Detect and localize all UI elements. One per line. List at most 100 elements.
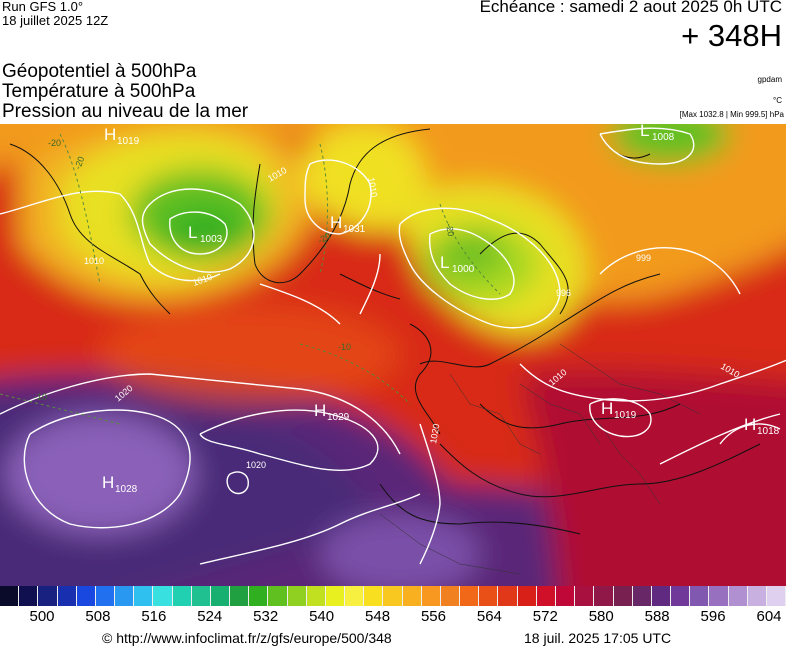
color-scale-tick: 580 (588, 608, 614, 625)
color-swatch (230, 586, 250, 606)
color-scale-tick: 588 (644, 608, 670, 625)
color-swatch (671, 586, 691, 606)
color-swatch (268, 586, 288, 606)
unit-temperature: °C (773, 96, 782, 105)
color-swatch (134, 586, 154, 606)
color-scale-tick: 516 (141, 608, 167, 625)
color-swatch (613, 586, 633, 606)
color-swatch (325, 586, 346, 606)
low-center: L 1003 (188, 223, 223, 245)
pressure-center-type: H (330, 213, 342, 232)
isotherm-label: -20 (444, 223, 456, 238)
forecast-horizon: + 348H (681, 18, 782, 53)
isotherm-label: -10 (34, 392, 47, 402)
high-center: H 1031 (330, 213, 366, 235)
color-scale-tick: 564 (476, 608, 502, 625)
color-swatch (383, 586, 403, 606)
color-swatch (191, 586, 211, 606)
color-swatch (594, 586, 614, 606)
color-swatch (95, 586, 116, 606)
color-swatch (38, 586, 58, 606)
color-scale-tick: 604 (756, 608, 782, 625)
color-swatch (57, 586, 77, 606)
color-scale-tick: 572 (532, 608, 558, 625)
isotherm-label: -10 (338, 342, 351, 352)
color-swatch (632, 586, 652, 606)
color-swatch (364, 586, 384, 606)
color-swatch (345, 586, 365, 606)
pressure-center-value: 1028 (115, 484, 138, 495)
color-swatch (306, 586, 326, 606)
color-swatch (479, 586, 499, 606)
color-swatch (709, 586, 729, 606)
color-scale-tick: 500 (29, 608, 55, 625)
isobar-label: 1020 (246, 460, 266, 470)
pressure-center-value: 1029 (327, 412, 350, 423)
unit-geopotential: gpdam (757, 75, 782, 84)
pressure-center-type: L (640, 124, 649, 140)
run-model: Run GFS 1.0° (2, 0, 84, 14)
color-swatch (153, 586, 173, 606)
pressure-center-type: H (102, 473, 114, 492)
high-center: H 1029 (314, 401, 350, 423)
color-swatch (747, 586, 767, 606)
pressure-center-value: 1003 (200, 234, 223, 245)
color-swatch (766, 586, 786, 606)
high-center: H 1019 (601, 399, 637, 421)
source-url: © http://www.infoclimat.fr/z/gfs/europe/… (102, 630, 392, 646)
pressure-centers: H 1019 L 1003 H 1031 L 1000 L 1008 H 102… (102, 124, 780, 495)
weather-map: H 1019 L 1003 H 1031 L 1000 L 1008 H 102… (0, 124, 786, 586)
color-swatch (402, 586, 422, 606)
pressure-center-value: 1000 (452, 264, 475, 275)
color-swatch (651, 586, 672, 606)
pressure-center-type: L (440, 253, 449, 272)
generation-time: 18 juil. 2025 17:05 UTC (524, 630, 672, 646)
color-swatch (0, 586, 20, 606)
color-scale-ticks: 500 508 516 524 532 540 548 556 564 572 580 588 596 6… (0, 608, 786, 628)
pressure-center-value: 1031 (343, 224, 366, 235)
forecast-valid-time: Echéance : samedi 2 aout 2025 0h UTC (479, 0, 782, 16)
high-center: H 1019 (104, 125, 140, 147)
country-borders (379, 343, 701, 575)
color-swatch (172, 586, 192, 606)
title-pressure: Pression au niveau de la mer (2, 101, 249, 122)
pressure-center-type: H (104, 125, 116, 144)
pressure-center-value: 1008 (652, 132, 675, 143)
title-geopotential: Géopotentiel à 500hPa (2, 61, 197, 82)
color-swatch (115, 586, 135, 606)
run-date: 18 juillet 2025 12Z (2, 13, 109, 28)
high-center: H 1028 (102, 473, 138, 495)
pressure-center-value: 1018 (757, 426, 780, 437)
isotherms (0, 133, 501, 425)
color-swatch (690, 586, 710, 606)
map-canvas: H 1019 L 1003 H 1031 L 1000 L 1008 H 102… (0, 124, 786, 586)
color-swatch (76, 586, 96, 606)
color-swatch (440, 586, 461, 606)
color-scale-tick: 524 (197, 608, 223, 625)
color-scale-tick: 556 (420, 608, 446, 625)
color-swatch (517, 586, 537, 606)
pressure-center-value: 1019 (614, 410, 637, 421)
isobar-label: 1020 (428, 423, 441, 444)
pressure-range: [Max 1032.8 | Min 999.5] hPa (679, 110, 784, 119)
color-swatch (421, 586, 441, 606)
pressure-center-type: H (314, 401, 326, 420)
color-swatch (575, 586, 595, 606)
pressure-center-type: H (744, 415, 756, 434)
isotherm-labels: -20 -20 -20 -10 -10 -20 (34, 138, 456, 402)
isobar-label: 1010 (84, 256, 104, 266)
color-swatch (555, 586, 576, 606)
isotherm-label: -20 (72, 155, 86, 171)
title-temperature: Température à 500hPa (2, 81, 196, 102)
isobars (0, 127, 786, 565)
color-swatch (19, 586, 39, 606)
color-scale-tick: 532 (253, 608, 279, 625)
color-swatch (210, 586, 231, 606)
pressure-center-type: L (188, 223, 197, 242)
color-swatch (460, 586, 480, 606)
color-swatch (728, 586, 748, 606)
color-swatch (498, 586, 518, 606)
low-center: L 1000 (440, 253, 475, 275)
color-scale-tick: 548 (365, 608, 391, 625)
color-swatch (287, 586, 307, 606)
